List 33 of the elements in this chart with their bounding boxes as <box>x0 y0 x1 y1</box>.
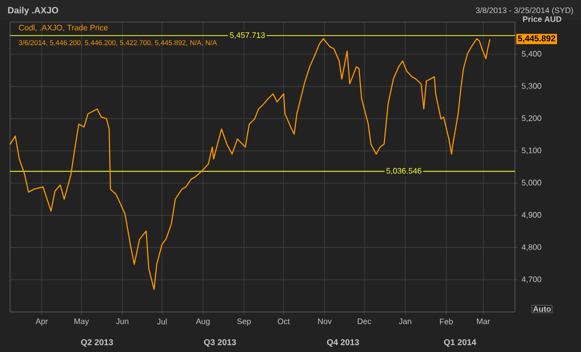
y-tick-label: 4,800 <box>522 244 542 251</box>
text: Q3 2013 <box>204 339 236 347</box>
y-tick-label: 5,300 <box>522 83 542 90</box>
x-tick-label: Apr <box>36 318 48 326</box>
text: Q2 2013 <box>81 339 113 347</box>
y-tick-label: 5,100 <box>522 148 542 154</box>
y-tick-label: 5,000 <box>522 180 542 186</box>
x-tick-label: Sep <box>237 318 251 326</box>
ref-line-label: 5,036.546 <box>386 168 422 175</box>
y-axis-title: Price AUD <box>523 16 562 22</box>
x-tick-label: Oct <box>278 318 290 324</box>
chart-subtitle: 3/8/2013 - 3/25/2014 (SYD) <box>476 7 573 15</box>
text: Q1 2014 <box>444 339 476 347</box>
y-tick-label: 4,700 <box>522 276 542 284</box>
ref-line-label: 5,457.713 <box>230 32 265 39</box>
x-tick-label: Nov <box>318 318 332 324</box>
text: Q4 2013 <box>327 339 359 347</box>
x-tick-label: May <box>74 318 89 326</box>
x-tick-label: Jan <box>398 318 412 324</box>
x-tick-label: Jun <box>116 318 128 324</box>
line-series <box>9 38 490 290</box>
y-tick-label: 5,200 <box>522 115 542 122</box>
x-tick-label: Aug <box>196 318 210 326</box>
text: 5,445.892 <box>518 35 556 43</box>
y-tick-label: 5,400 <box>522 50 542 58</box>
x-tick-label: Jul <box>157 318 167 324</box>
x-tick-label: Dec <box>358 318 372 324</box>
y-tick-label: 4,900 <box>522 212 542 219</box>
text: Codl, .AXJO, Trade Price <box>18 24 108 32</box>
x-tick-label: Feb <box>440 318 453 324</box>
chart-title: Daily .AXJO <box>8 6 58 16</box>
x-tick-label: Mar <box>477 318 490 324</box>
text: Auto <box>533 306 551 312</box>
